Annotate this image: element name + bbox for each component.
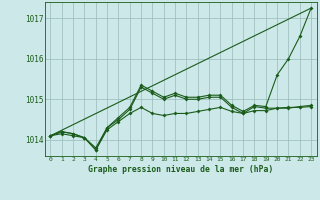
X-axis label: Graphe pression niveau de la mer (hPa): Graphe pression niveau de la mer (hPa) xyxy=(88,165,273,174)
